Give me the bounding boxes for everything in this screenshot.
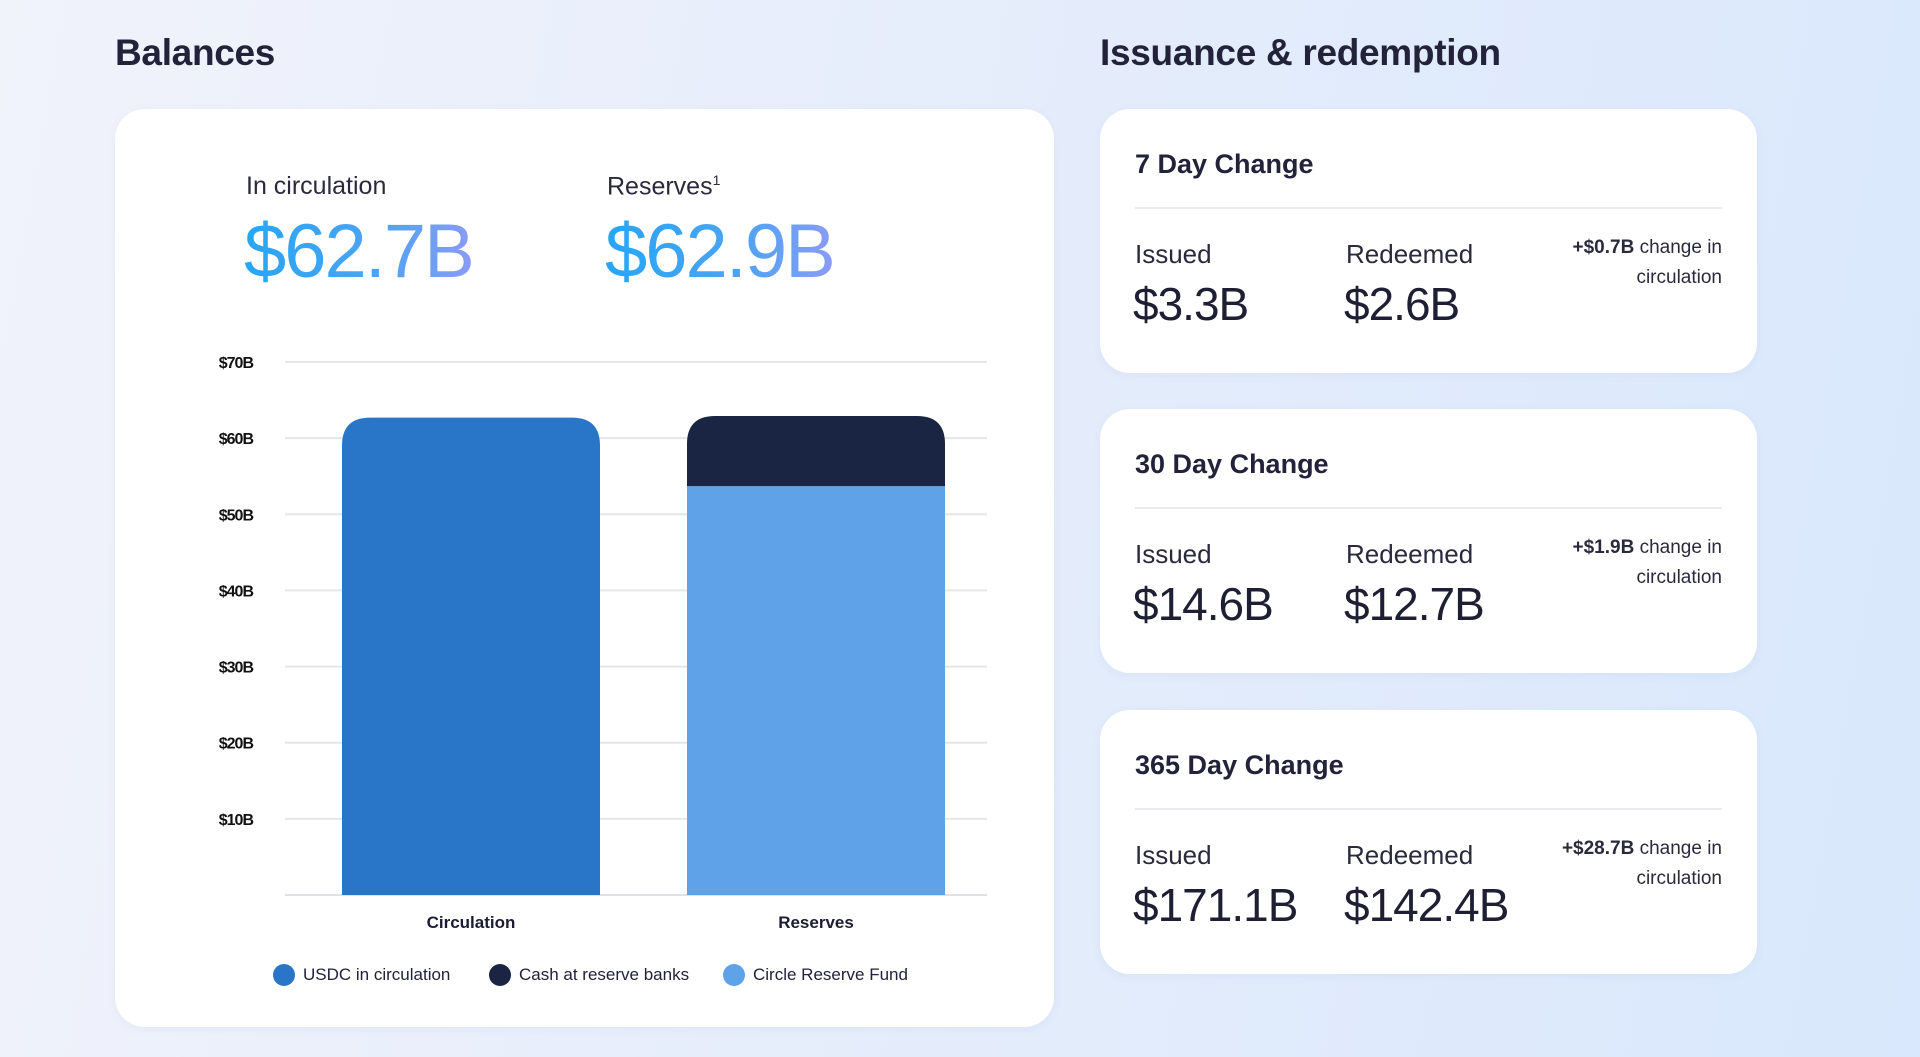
legend-item: Cash at reserve banks bbox=[489, 964, 689, 986]
y-tick-label: $20B bbox=[219, 736, 254, 753]
legend-label: USDC in circulation bbox=[303, 965, 451, 984]
circulation-change-note: +$0.7B change in circulation bbox=[1532, 233, 1722, 293]
reserves-label-text: Reserves bbox=[607, 172, 713, 201]
divider bbox=[1135, 808, 1722, 810]
in-circulation-value: $62.7B bbox=[244, 209, 475, 294]
change-card-title: 30 Day Change bbox=[1135, 449, 1329, 479]
circulation-change-value: +$0.7B bbox=[1572, 237, 1635, 258]
redeemed-label: Redeemed bbox=[1346, 539, 1474, 569]
y-tick-label: $70B bbox=[219, 355, 254, 372]
circulation-change-text: change in circulation bbox=[1636, 537, 1722, 588]
circulation-change-text: change in circulation bbox=[1636, 838, 1722, 889]
bar-circle-reserve-fund bbox=[687, 486, 945, 895]
redeemed-label: Redeemed bbox=[1346, 840, 1474, 870]
reserves-value: $62.9B bbox=[605, 209, 836, 294]
issued-label: Issued bbox=[1135, 539, 1212, 569]
y-tick-label: $10B bbox=[219, 812, 254, 829]
legend-item: USDC in circulation bbox=[273, 964, 450, 986]
redeemed-label: Redeemed bbox=[1346, 239, 1474, 269]
divider bbox=[1135, 507, 1722, 509]
redeemed-value: $2.6B bbox=[1344, 278, 1460, 330]
legend-label: Cash at reserve banks bbox=[519, 965, 690, 984]
in-circulation-label: In circulation bbox=[246, 172, 386, 201]
issuance-title: Issuance & redemption bbox=[1100, 32, 1501, 73]
legend-dot-icon bbox=[723, 964, 745, 986]
in-circulation-label-text: In circulation bbox=[246, 172, 387, 200]
redeemed-value: $142.4B bbox=[1344, 879, 1509, 931]
bar-cash-at-reserve-banks bbox=[687, 416, 945, 487]
legend-item: Circle Reserve Fund bbox=[723, 964, 908, 986]
circulation-change-note: +$28.7B change in circulation bbox=[1532, 834, 1722, 894]
x-category-label: Reserves bbox=[778, 913, 854, 932]
circulation-change-note: +$1.9B change in circulation bbox=[1532, 533, 1722, 593]
change-card: 365 Day Change Issued $171.1B Redeemed $… bbox=[1100, 710, 1757, 974]
issued-value: $14.6B bbox=[1133, 578, 1274, 630]
legend-dot-icon bbox=[489, 964, 511, 986]
circulation-change-value: +$1.9B bbox=[1572, 537, 1635, 558]
divider bbox=[1135, 207, 1722, 209]
reserves-footnote[interactable]: 1 bbox=[712, 172, 721, 188]
issued-label: Issued bbox=[1135, 840, 1212, 870]
x-category-label: Circulation bbox=[427, 913, 516, 932]
bar-usdc-in-circulation bbox=[342, 417, 600, 895]
reserves-label: Reserves1 bbox=[607, 172, 720, 201]
y-tick-label: $40B bbox=[219, 583, 254, 600]
circulation-change-text: change in circulation bbox=[1636, 237, 1722, 288]
balances-title: Balances bbox=[115, 32, 276, 73]
change-card: 7 Day Change Issued $3.3B Redeemed $2.6B… bbox=[1100, 109, 1757, 373]
y-tick-label: $30B bbox=[219, 660, 254, 677]
issued-label: Issued bbox=[1135, 239, 1212, 269]
issued-value: $3.3B bbox=[1133, 278, 1249, 330]
legend-label: Circle Reserve Fund bbox=[753, 965, 908, 984]
change-card-title: 7 Day Change bbox=[1135, 149, 1314, 179]
legend-dot-icon bbox=[273, 964, 295, 986]
change-card: 30 Day Change Issued $14.6B Redeemed $12… bbox=[1100, 409, 1757, 673]
y-tick-label: $60B bbox=[219, 431, 254, 448]
circulation-change-value: +$28.7B bbox=[1561, 838, 1635, 859]
redeemed-value: $12.7B bbox=[1344, 578, 1485, 630]
change-card-title: 365 Day Change bbox=[1135, 750, 1344, 780]
issued-value: $171.1B bbox=[1133, 879, 1298, 931]
y-tick-label: $50B bbox=[219, 507, 254, 524]
